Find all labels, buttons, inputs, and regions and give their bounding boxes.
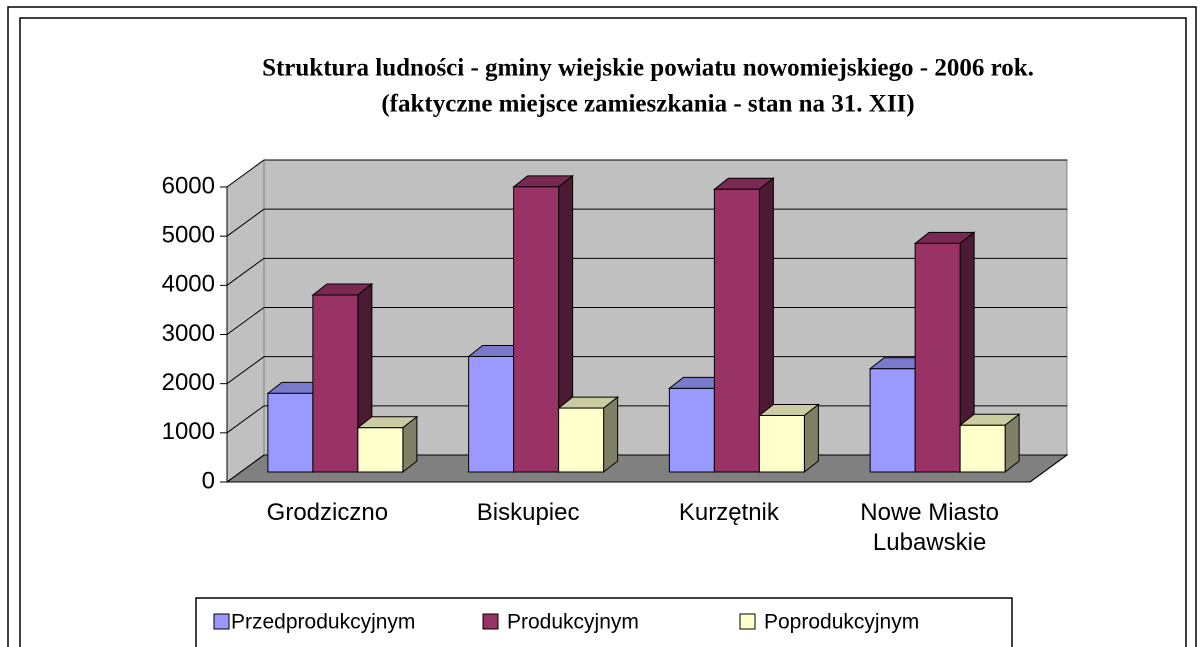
legend-swatch — [739, 613, 756, 630]
chart-frame — [19, 17, 1187, 647]
grid-line — [226, 356, 1067, 385]
grid-line — [226, 307, 1067, 335]
legend-box — [195, 597, 1013, 647]
y-tick-label: 0 — [202, 467, 215, 494]
y-tick-label: 4000 — [162, 271, 215, 298]
x-tick-label: Kurzętnik — [678, 499, 779, 526]
grid-line — [226, 257, 1067, 286]
grid-line — [226, 208, 1067, 237]
bar — [267, 392, 314, 473]
legend-label: Przedprodukcyjnym — [231, 611, 415, 634]
legend-label: Produkcyjnym — [507, 611, 639, 634]
bar — [468, 355, 515, 473]
bar — [713, 188, 760, 473]
bar — [914, 242, 961, 473]
chart-subtitle: (faktyczne miejsce zamieszkania - stan n… — [381, 91, 914, 118]
y-tick-label: 3000 — [162, 320, 215, 347]
grid-line — [226, 159, 1067, 188]
bar — [869, 368, 916, 473]
y-tick-label: 6000 — [162, 172, 215, 199]
legend-swatch — [213, 613, 230, 630]
bar-side — [603, 396, 619, 474]
y-tick-label: 5000 — [162, 222, 215, 249]
bar — [668, 387, 715, 473]
bar — [312, 294, 359, 473]
y-tick-label: 2000 — [162, 369, 215, 396]
y-tick-label: 1000 — [162, 418, 215, 445]
legend-swatch — [482, 613, 499, 630]
floor-edge — [1029, 454, 1068, 483]
x-tick-label: Nowe Miasto Lubawskie — [860, 499, 999, 556]
bar-side — [803, 403, 819, 474]
x-tick-label: Grodziczno — [266, 499, 389, 526]
x-tick-label: Biskupiec — [476, 499, 580, 526]
legend-label: Poprodukcyjnym — [764, 611, 919, 634]
bar — [513, 186, 560, 473]
bar — [357, 427, 404, 473]
outer-frame — [7, 6, 1197, 647]
bar — [959, 424, 1006, 473]
bar — [758, 414, 805, 473]
bar — [558, 407, 605, 473]
chart-title: Struktura ludności - gminy wiejskie powi… — [262, 55, 1034, 82]
